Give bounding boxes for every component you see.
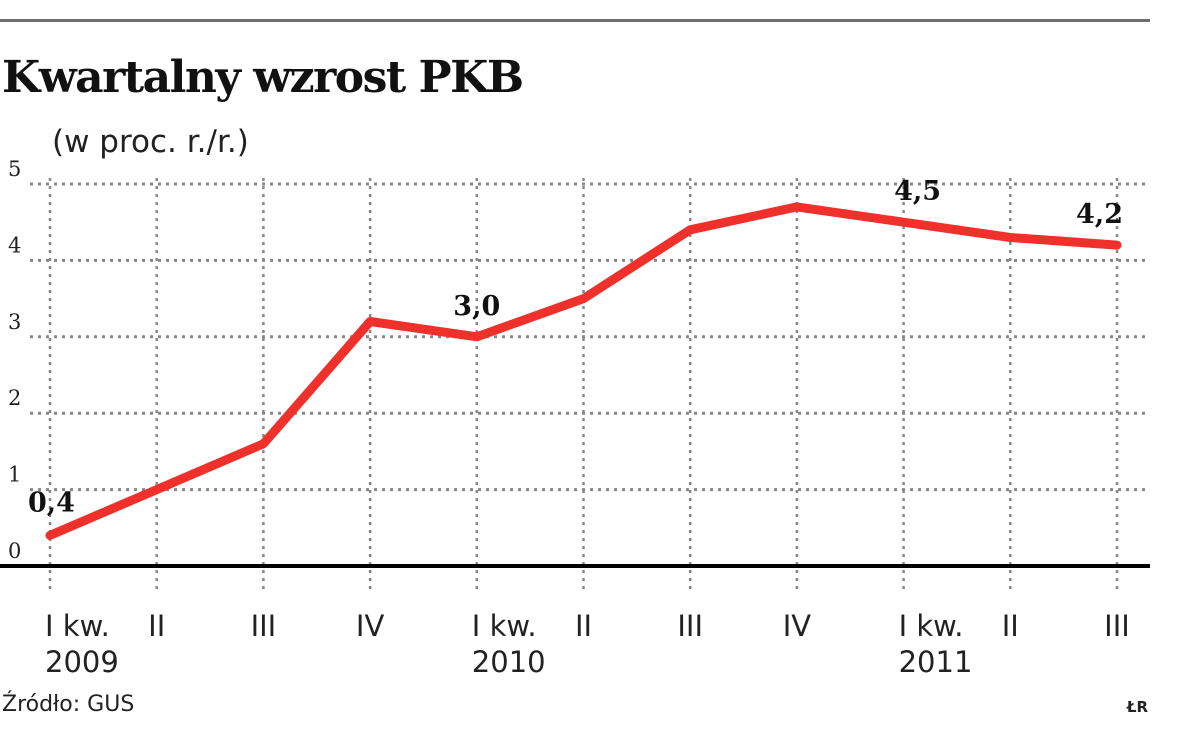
y-tick-label-5: 5 — [8, 157, 21, 181]
data-point-5 — [580, 295, 587, 302]
labels: 0,4 3,0 4,5 4,2 — [28, 176, 1123, 518]
x-tick-label-10: III — [1104, 609, 1130, 643]
data-point-1 — [153, 486, 160, 493]
chart-subtitle: (w proc. r./r.) — [52, 124, 249, 160]
x-tick-label-0: I kw. — [45, 609, 110, 643]
x-tick-label-6: III — [677, 609, 703, 643]
x-tick-label-7: IV — [783, 609, 812, 643]
data-point-6 — [687, 226, 694, 233]
x-tick-label-8: I kw. — [899, 609, 964, 643]
year-label-2009: 2009 — [45, 645, 119, 679]
data-label-10: 4,2 — [1076, 199, 1123, 230]
data-point-10 — [1114, 242, 1120, 249]
year-label-2010: 2010 — [472, 645, 546, 679]
grid — [30, 178, 1150, 590]
x-tick-label-3: IV — [356, 609, 385, 643]
data-point-4 — [473, 333, 480, 340]
y-tick-label-3: 3 — [8, 310, 21, 334]
data-label-0: 0,4 — [28, 487, 75, 518]
y-tick-label-0: 0 — [8, 539, 21, 563]
series-line-group — [45, 202, 1122, 540]
y-tick-label-1: 1 — [8, 463, 21, 487]
top-rule — [0, 19, 1150, 22]
data-point-7 — [793, 203, 800, 210]
data-point-3 — [367, 318, 374, 325]
y-tick-label-2: 2 — [8, 386, 21, 410]
y-tick-label-4: 4 — [8, 233, 21, 257]
x-tick-label-9: II — [1002, 609, 1019, 643]
source-note: Źródło: GUS — [2, 692, 135, 717]
x-tick-label-1: II — [148, 609, 165, 643]
data-point-0 — [47, 532, 53, 539]
chart-title: Kwartalny wzrost PKB — [2, 52, 524, 103]
credit: ŁR — [1126, 698, 1148, 716]
x-tick-label-2: III — [251, 609, 277, 643]
data-label-4: 3,0 — [453, 291, 500, 322]
x-tick-label-4: I kw. — [472, 609, 537, 643]
year-label-2011: 2011 — [899, 645, 973, 679]
x-tick-label-5: II — [575, 609, 592, 643]
data-point-2 — [260, 440, 267, 447]
data-point-8 — [900, 219, 907, 226]
data-label-8: 4,5 — [894, 176, 941, 207]
data-point-9 — [1007, 234, 1014, 241]
